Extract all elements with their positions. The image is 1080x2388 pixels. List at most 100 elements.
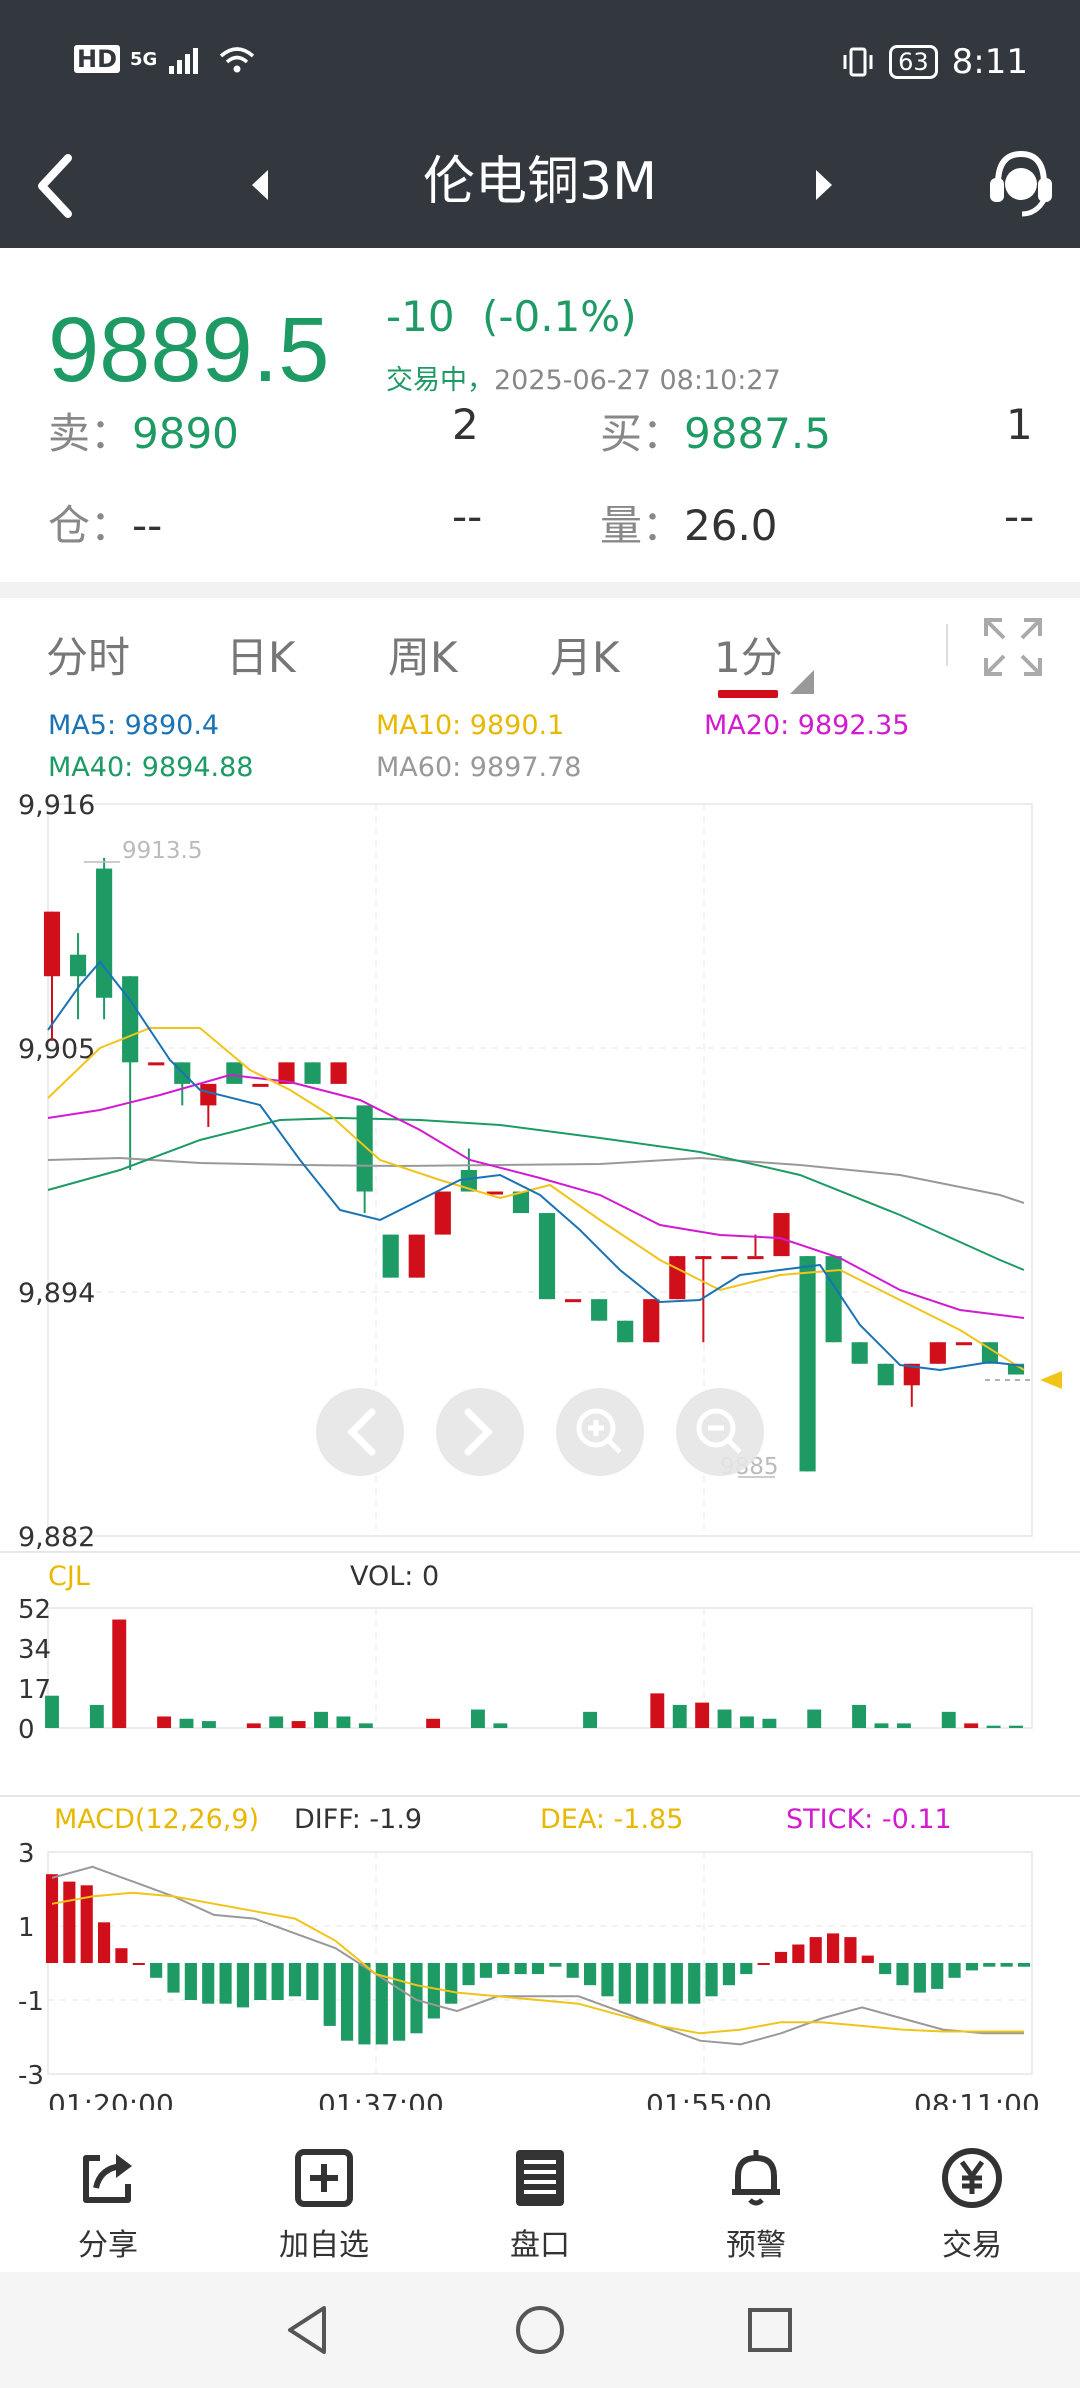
- trade-button[interactable]: 交易: [902, 2146, 1042, 2264]
- volume-bar: [493, 1723, 508, 1728]
- zoom-out-icon: [696, 1408, 736, 1448]
- tab-weekly[interactable]: 周K: [388, 633, 458, 682]
- open-interest-row: 仓：--: [48, 492, 162, 553]
- macd-tick-neg3: -3: [18, 2061, 44, 2091]
- nav-home-icon[interactable]: [512, 2302, 568, 2358]
- macd-stick-bar: [427, 1963, 440, 2019]
- alert-label: 预警: [726, 2228, 786, 2263]
- candle-body: [252, 1083, 269, 1087]
- ma20-legend: MA20: 9892.35: [704, 710, 910, 741]
- x-tick-2: 01:55:00: [646, 2088, 772, 2110]
- dropdown-corner-icon[interactable]: [790, 670, 814, 694]
- candle-body: [538, 1213, 556, 1300]
- macd-diff-line: [51, 1865, 1024, 2046]
- status-bar: HD 5G 63 8:11: [0, 0, 1080, 130]
- nav-back-icon[interactable]: [280, 2302, 336, 2358]
- previous-contract-icon[interactable]: [246, 160, 276, 210]
- volume-bar: [896, 1723, 911, 1728]
- customer-service-icon[interactable]: [986, 144, 1056, 224]
- x-tick-1: 01:37:00: [318, 2088, 444, 2110]
- macd-stick-bar: [913, 1963, 926, 1993]
- macd-stick-bar: [236, 1963, 250, 2008]
- kline-chart[interactable]: 9,916 9,905 9,894 9,882 9913.5 9885 CJL …: [0, 780, 1080, 2110]
- oi-value: --: [132, 501, 163, 550]
- candle-body: [669, 1256, 686, 1300]
- macd-stick-bar: [896, 1963, 909, 1986]
- volume-bar: [650, 1693, 665, 1728]
- candle-body: [304, 1062, 321, 1084]
- candle-body: [408, 1234, 425, 1278]
- candle-body: [747, 1256, 764, 1260]
- oi-change: --: [452, 492, 483, 541]
- trade-label: 交易: [942, 2228, 1002, 2263]
- macd-stick-bar: [514, 1963, 527, 1975]
- last-price: 9889.5: [48, 299, 330, 401]
- candle-body: [643, 1299, 660, 1343]
- buy-qty: 1: [1006, 400, 1033, 449]
- trade-status-label: 交易中，: [386, 365, 494, 396]
- next-contract-icon[interactable]: [808, 160, 838, 210]
- volume-bar: [986, 1725, 1001, 1728]
- period-tabs: 分时 日K 周K 月K 1分: [0, 598, 1080, 698]
- tab-timeshare[interactable]: 分时: [46, 633, 131, 682]
- y-tick-9882: 9,882: [18, 1522, 95, 1553]
- tab-1min[interactable]: 1分: [714, 633, 783, 682]
- volume-value: 26.0: [684, 501, 778, 550]
- candle-body: [382, 1234, 399, 1278]
- macd-stick-bar: [549, 1963, 562, 1967]
- buy-price: 9887.5: [684, 409, 831, 458]
- candle-body: [617, 1320, 634, 1343]
- macd-stick-bar: [202, 1963, 215, 2004]
- volume-row: 量：26.0: [600, 492, 778, 553]
- ma40-line: [47, 1116, 1025, 1271]
- chevron-left-icon: [347, 1408, 376, 1456]
- nav-recents-icon[interactable]: [742, 2302, 798, 2358]
- volume-bar: [89, 1704, 104, 1728]
- candle-body: [148, 1062, 165, 1066]
- candle-body: [226, 1062, 243, 1084]
- candle-body: [981, 1342, 999, 1364]
- volume-bar: [314, 1711, 328, 1728]
- order-book-button[interactable]: 盘口: [470, 2146, 610, 2264]
- share-button[interactable]: 分享: [38, 2146, 178, 2264]
- tabs-separator: [946, 624, 948, 666]
- volume-bar: [269, 1716, 284, 1728]
- volume-bar: [157, 1716, 172, 1728]
- fullscreen-icon[interactable]: [980, 614, 1046, 680]
- y-tick-9905: 9,905: [18, 1034, 95, 1065]
- clock: 8:11: [951, 42, 1028, 82]
- back-icon[interactable]: [28, 146, 88, 226]
- volume-change: --: [1004, 492, 1035, 541]
- macd-stick-bar: [653, 1963, 666, 2004]
- volume-bar: [583, 1711, 597, 1728]
- chevron-right-icon: [464, 1408, 493, 1456]
- add-watchlist-button[interactable]: 加自选: [254, 2146, 394, 2264]
- quote-timestamp: 2025-06-27 08:10:27: [494, 365, 781, 396]
- tab-daily[interactable]: 日K: [226, 633, 296, 682]
- ma20-line: [47, 1073, 1025, 1319]
- trade-status: 交易中，2025-06-27 08:10:27: [386, 358, 781, 397]
- volume-bar: [762, 1718, 777, 1728]
- document-list-icon: [516, 2150, 564, 2206]
- tab-monthly[interactable]: 月K: [550, 633, 620, 682]
- candle-body: [434, 1191, 451, 1235]
- volume-bar: [717, 1709, 732, 1728]
- pan-left-button[interactable]: [316, 1388, 404, 1476]
- volume-bar: [201, 1721, 216, 1728]
- macd-stick-bar: [479, 1963, 493, 1978]
- candle-body: [877, 1363, 894, 1386]
- macd-stick-bar: [271, 1963, 284, 2000]
- macd-stick-bar: [688, 1963, 701, 2004]
- macd-stick: STICK: -0.11: [786, 1804, 952, 1835]
- candle-body: [799, 1256, 816, 1472]
- pan-right-button[interactable]: [436, 1388, 524, 1476]
- volume-bars-layer: [45, 1619, 1023, 1728]
- volume-bar: [426, 1718, 441, 1728]
- zoom-in-button[interactable]: [556, 1388, 644, 1476]
- ma5-legend: MA5: 9890.4: [48, 710, 220, 741]
- zoom-out-button[interactable]: [676, 1388, 764, 1476]
- macd-stick-bar: [583, 1963, 597, 1986]
- macd-stick-bar: [410, 1963, 423, 2034]
- active-tab-indicator: [718, 690, 778, 698]
- alert-button[interactable]: 预警: [686, 2146, 826, 2264]
